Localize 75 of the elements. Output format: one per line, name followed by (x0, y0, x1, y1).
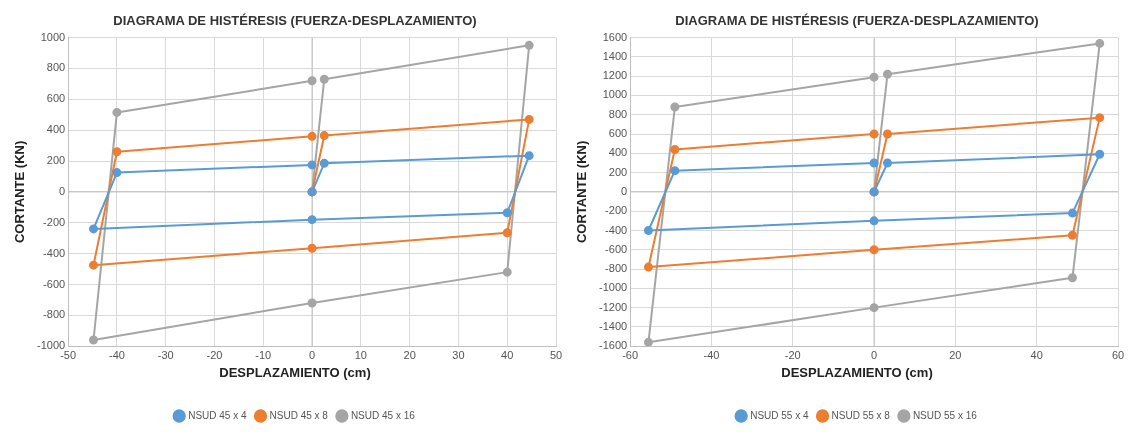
point (524, 114, 534, 124)
x-tick-label: 50 (549, 348, 563, 361)
x-tick-label: -20 (784, 348, 801, 361)
y-tick-label: 1000 (40, 30, 66, 43)
x-axis-title: DESPLAZAMIENTO (cm) (219, 365, 371, 381)
chart-title: DIAGRAMA DE HISTÉRESIS (FUERZA-DESPLAZAMIENTO) (675, 13, 1039, 29)
point (319, 158, 329, 168)
y-axis-title: CORTANTE (KN) (573, 140, 589, 244)
y-tick-label: 400 (46, 123, 66, 136)
point (502, 208, 512, 218)
y-tick-label: 400 (608, 146, 628, 159)
point (112, 168, 122, 178)
x-tick-label: 0 (309, 348, 316, 361)
point (112, 147, 122, 157)
y-tick-label: -400 (605, 223, 628, 236)
point (89, 224, 98, 234)
y-tick-label: -600 (605, 242, 628, 255)
chart-title: DIAGRAMA DE HISTÉRESIS (FUERZA-DESPLAZAMIENTO) (113, 13, 477, 29)
point (502, 228, 512, 238)
x-tick-label: 20 (949, 348, 962, 361)
x-tick-label: -10 (255, 348, 272, 361)
y-tick-label: 0 (59, 184, 66, 197)
legend-label: NSUD 45 x 4 (188, 409, 247, 421)
y-tick-label: 1600 (602, 30, 628, 43)
legend-label: NSUD 55 x 4 (750, 409, 809, 421)
x-tick-label: 0 (871, 348, 878, 361)
x-tick-label: 40 (1030, 348, 1043, 361)
x-tick-label: 60 (1111, 348, 1125, 361)
x-tick-label: -40 (108, 348, 125, 361)
y-tick-label: 200 (608, 165, 628, 178)
point (307, 160, 317, 170)
y-tick-label: -800 (605, 262, 628, 275)
x-tick-label: -20 (206, 348, 223, 361)
legend-label: NSUD 45 x 8 (269, 409, 329, 421)
legend-label: NSUD 45 x 16 (350, 409, 416, 421)
point (307, 243, 317, 253)
y-tick-label: 600 (46, 92, 66, 105)
y-tick-label: 600 (608, 127, 628, 140)
y-tick-label: -1200 (598, 300, 628, 313)
point (89, 260, 98, 270)
point (307, 76, 317, 86)
point (319, 131, 329, 141)
y-axis-title: CORTANTE (KN) (11, 140, 27, 244)
x-tick-label: 30 (452, 348, 465, 361)
x-tick-label: 20 (403, 348, 416, 361)
y-tick-label: -600 (43, 277, 66, 290)
x-tick-label: 10 (354, 348, 367, 361)
x-tick-label: -30 (157, 348, 174, 361)
legend-label: NSUD 55 x 8 (831, 409, 891, 421)
y-tick-label: -400 (43, 246, 66, 259)
y-tick-label: 1000 (602, 88, 628, 101)
legend-label: NSUD 55 x 16 (912, 409, 978, 421)
y-tick-label: -1400 (598, 319, 628, 332)
point (524, 40, 534, 50)
point (89, 335, 98, 345)
point (319, 74, 329, 84)
y-tick-label: -1000 (598, 281, 628, 294)
x-tick-label: 40 (501, 348, 514, 361)
point (307, 131, 317, 141)
y-tick-label: 200 (46, 154, 66, 167)
point (524, 151, 534, 161)
point (112, 107, 122, 117)
point (502, 267, 512, 277)
y-tick-label: 1200 (602, 69, 628, 82)
y-tick-label: 800 (46, 61, 66, 74)
y-tick-label: -800 (43, 308, 66, 321)
y-tick-label: 800 (608, 107, 628, 120)
y-tick-label: 1400 (602, 49, 628, 62)
y-tick-label: -200 (43, 215, 66, 228)
y-tick-label: -200 (605, 204, 628, 217)
point (307, 215, 317, 225)
x-tick-label: -40 (703, 348, 720, 361)
y-tick-label: 0 (621, 184, 628, 197)
point (307, 298, 317, 308)
x-axis-title: DESPLAZAMIENTO (cm) (781, 365, 933, 381)
